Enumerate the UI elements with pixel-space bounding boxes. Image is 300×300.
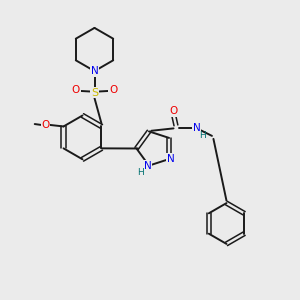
Text: H: H: [137, 168, 144, 177]
Text: O: O: [72, 85, 80, 95]
Text: S: S: [91, 88, 98, 98]
Text: N: N: [144, 160, 151, 171]
Text: N: N: [91, 66, 98, 76]
Text: N: N: [193, 123, 201, 134]
Text: O: O: [41, 120, 50, 130]
Text: N: N: [167, 154, 174, 164]
Text: H: H: [199, 131, 206, 140]
Text: O: O: [109, 85, 117, 95]
Text: O: O: [169, 106, 178, 116]
